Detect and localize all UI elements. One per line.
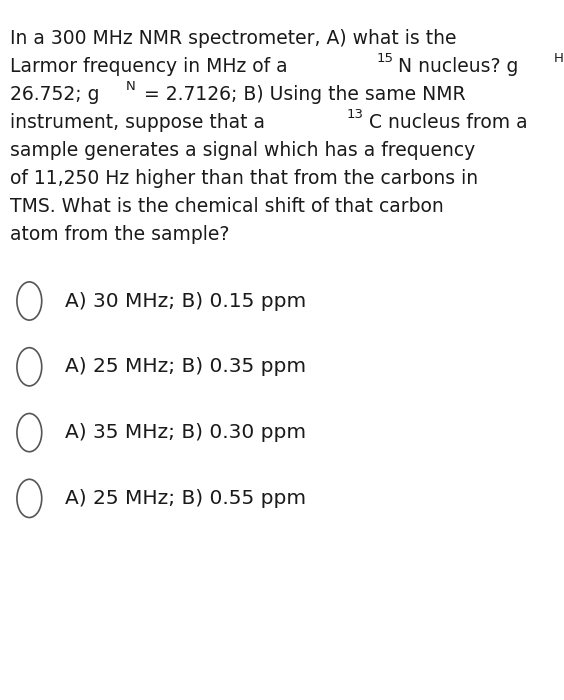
Text: TMS. What is the chemical shift of that carbon: TMS. What is the chemical shift of that … bbox=[10, 197, 444, 216]
Text: A) 30 MHz; B) 0.15 ppm: A) 30 MHz; B) 0.15 ppm bbox=[65, 291, 306, 311]
Text: instrument, suppose that a: instrument, suppose that a bbox=[10, 113, 271, 132]
Text: A) 25 MHz; B) 0.55 ppm: A) 25 MHz; B) 0.55 ppm bbox=[65, 489, 306, 508]
Text: 13: 13 bbox=[347, 108, 364, 121]
Text: of 11,250 Hz higher than that from the carbons in: of 11,250 Hz higher than that from the c… bbox=[10, 169, 478, 188]
Text: 26.752; g: 26.752; g bbox=[10, 85, 100, 104]
Text: A) 25 MHz; B) 0.35 ppm: A) 25 MHz; B) 0.35 ppm bbox=[65, 357, 306, 377]
Text: 15: 15 bbox=[376, 52, 393, 65]
Text: Larmor frequency in MHz of a: Larmor frequency in MHz of a bbox=[10, 57, 294, 76]
Text: A) 35 MHz; B) 0.30 ppm: A) 35 MHz; B) 0.30 ppm bbox=[65, 423, 306, 442]
Text: N: N bbox=[126, 80, 135, 93]
Text: = 2.7126; B) Using the same NMR: = 2.7126; B) Using the same NMR bbox=[138, 85, 466, 104]
Text: N nucleus? g: N nucleus? g bbox=[398, 57, 518, 76]
Text: atom from the sample?: atom from the sample? bbox=[10, 225, 230, 244]
Text: C nucleus from a: C nucleus from a bbox=[369, 113, 527, 132]
Text: sample generates a signal which has a frequency: sample generates a signal which has a fr… bbox=[10, 141, 475, 160]
Text: H: H bbox=[553, 52, 563, 65]
Text: In a 300 MHz NMR spectrometer, A) what is the: In a 300 MHz NMR spectrometer, A) what i… bbox=[10, 29, 457, 48]
